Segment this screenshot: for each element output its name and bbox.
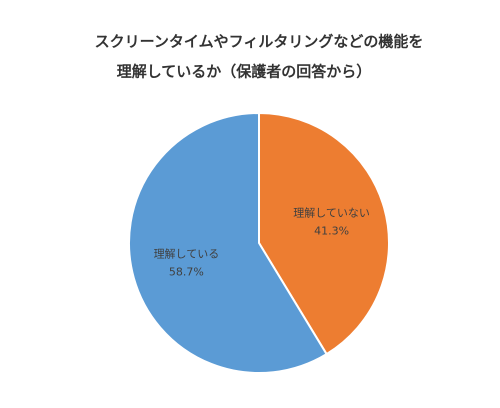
slice-value-label: 41.3%	[314, 225, 349, 238]
chart-title: 理解しているか（保護者の回答から）	[117, 63, 372, 81]
pie-slice	[258, 111, 390, 356]
slice-label: 理解していない	[293, 206, 370, 220]
slice-value-label: 58.7%	[169, 265, 204, 278]
slice-label: 理解している	[154, 246, 220, 260]
chart-title: スクリーンタイムやフィルタリングなどの機能を	[95, 33, 424, 51]
pie-slice	[128, 111, 328, 374]
